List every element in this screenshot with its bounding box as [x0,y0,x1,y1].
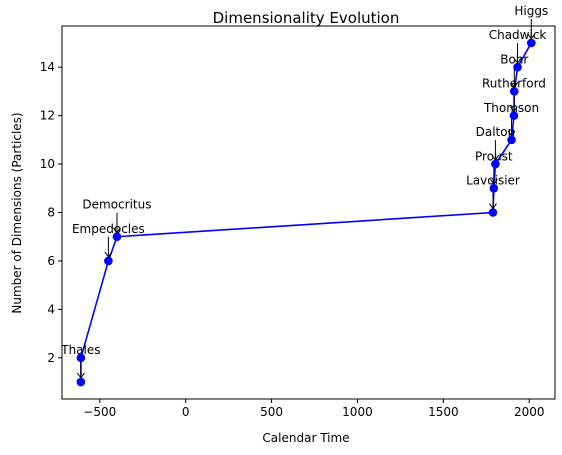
annotation-label: Lavoisier [466,174,520,188]
y-tick-label: 10 [40,157,55,171]
data-point [509,87,519,96]
data-point [104,256,113,266]
data-point [526,38,536,48]
data-point [489,183,499,193]
plot-area: Thales Empedocles Democritus Lavoisier Prous… [60,4,548,387]
x-tick-label: 2000 [514,405,545,419]
annotation-label: Thales [60,343,100,357]
y-tick-label: 6 [47,254,55,268]
data-point [112,232,122,242]
annotation-label: Higgs [514,4,548,18]
x-tick-label: 500 [260,405,283,419]
annotation-label: Proust [475,149,513,163]
y-tick-label: 4 [47,302,55,316]
data-point [507,135,516,145]
y-axis-label: Number of Dimensions (Particles) [10,112,24,313]
data-point [76,377,86,387]
annotation-label: Democritus [82,198,151,212]
chart-title: Dimensionality Evolution [213,9,400,27]
y-tick-label: 12 [40,109,55,123]
y-tick-label: 8 [47,206,55,220]
axes: −500 0 500 1000 1500 2000 2 4 6 8 10 12 14 [40,60,545,419]
x-tick-label: 0 [182,405,190,419]
annotation-label: Empedocles [72,222,145,236]
x-tick-label: 1500 [428,405,459,419]
annotation-label: Chadwick [489,28,547,42]
data-point [488,208,498,217]
annotation-label: Dalton [476,125,516,139]
data-point [491,159,500,169]
x-axis-label: Calendar Time [262,431,349,445]
y-tick-label: 14 [40,60,55,74]
series-line [80,42,532,383]
y-tick-label: 2 [47,351,55,365]
data-point [76,353,86,363]
x-tick-label: −500 [83,405,116,419]
data-point [513,62,522,72]
data-point [509,111,519,120]
x-tick-label: 1000 [342,405,373,419]
